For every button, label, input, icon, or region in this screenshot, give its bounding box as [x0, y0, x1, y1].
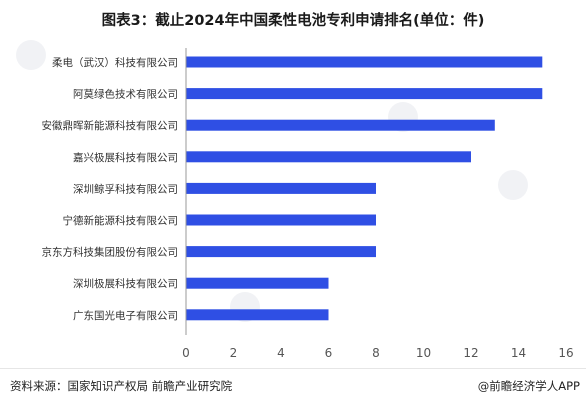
footer-divider — [0, 368, 586, 369]
bar — [186, 151, 471, 163]
bar — [186, 119, 495, 131]
bar — [186, 88, 543, 100]
bar — [186, 309, 329, 321]
chart-title: 图表3：截止2024年中国柔性电池专利申请排名(单位：件) — [101, 13, 485, 29]
x-tick-label: 10 — [416, 346, 431, 360]
category-label: 广东国光电子有限公司 — [73, 309, 178, 322]
x-tick-label: 16 — [558, 346, 573, 360]
footer-source: 资料来源：国家知识产权局 前瞻产业研究院 — [10, 379, 233, 393]
footer-brand: @前瞻经济学人APP — [477, 379, 580, 393]
x-tick-label: 2 — [230, 346, 238, 360]
category-label: 深圳极展科技有限公司 — [73, 277, 178, 290]
watermark-logo-icon — [16, 40, 46, 70]
category-label: 深圳鲸孚科技有限公司 — [73, 182, 178, 195]
category-label: 京东方科技集团股份有限公司 — [42, 246, 179, 259]
bar — [186, 214, 376, 226]
x-tick-label: 14 — [511, 346, 526, 360]
x-tick-label: 4 — [277, 346, 285, 360]
x-tick-labels: 0 2 4 6 8 10 12 14 16 — [182, 346, 573, 360]
x-tick-label: 0 — [182, 346, 190, 360]
bar — [186, 246, 376, 258]
bar — [186, 277, 329, 289]
category-label: 安徽鼎晖新能源科技有限公司 — [42, 119, 179, 132]
watermark-logo-icon — [498, 170, 528, 200]
category-label: 柔电（武汉）科技有限公司 — [52, 56, 178, 69]
bar — [186, 56, 543, 68]
bars-layer — [186, 56, 543, 321]
x-tick-label: 8 — [372, 346, 380, 360]
category-label: 嘉兴极展科技有限公司 — [73, 151, 178, 164]
category-labels: 柔电（武汉）科技有限公司阿莫绿色技术有限公司安徽鼎晖新能源科技有限公司嘉兴极展科… — [42, 56, 179, 322]
category-label: 阿莫绿色技术有限公司 — [73, 88, 178, 101]
x-tick-label: 6 — [325, 346, 333, 360]
x-tick-label: 12 — [463, 346, 478, 360]
bar — [186, 182, 376, 194]
category-label: 宁德新能源科技有限公司 — [63, 214, 179, 227]
